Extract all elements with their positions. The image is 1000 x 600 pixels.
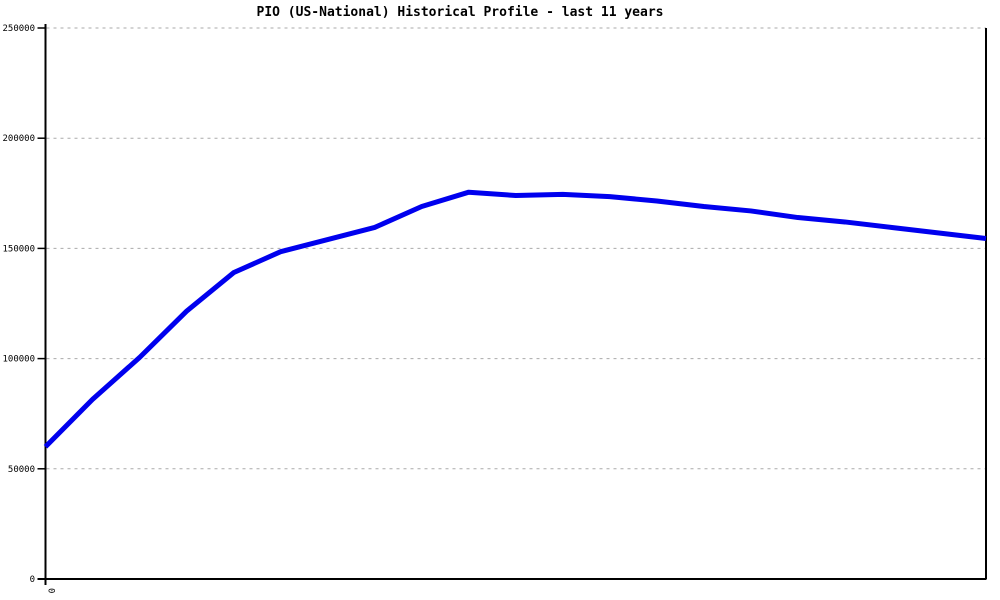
- y-tick-label: 200000: [2, 134, 35, 144]
- chart-title: PIO (US-National) Historical Profile - l…: [256, 5, 664, 20]
- y-tick-label: 150000: [2, 244, 35, 254]
- y-tick-label: 0: [30, 575, 35, 585]
- y-tick-label: 250000: [2, 24, 35, 34]
- x-tick-label: 0: [46, 588, 56, 593]
- y-tick-label: 50000: [8, 465, 35, 475]
- y-tick-label: 100000: [2, 355, 35, 365]
- series-line: [43, 189, 987, 449]
